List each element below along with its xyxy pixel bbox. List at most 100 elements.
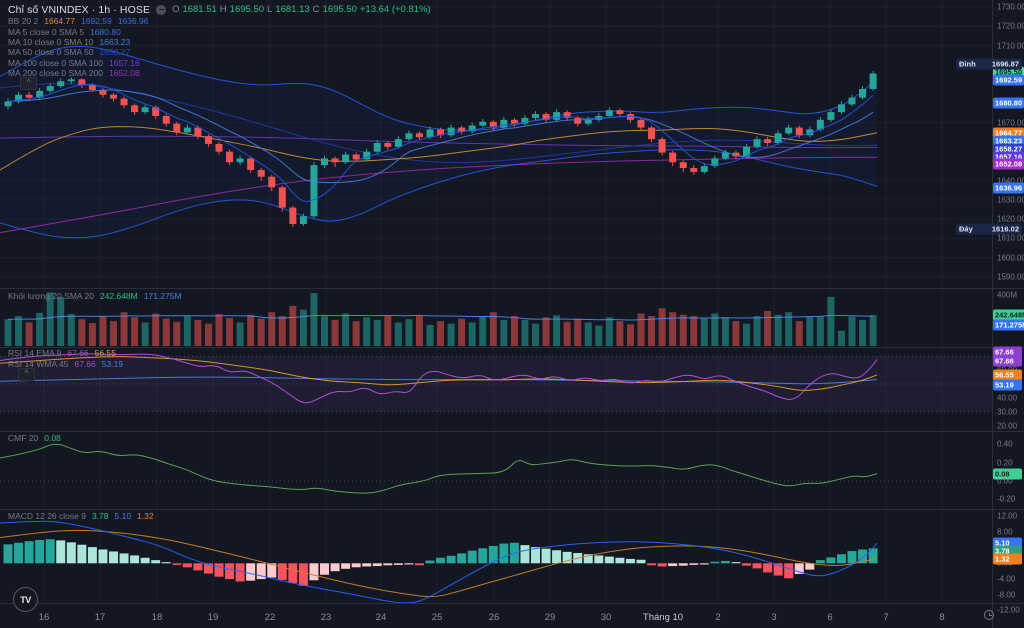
price-tick-label: 20.00: [997, 421, 1018, 430]
macd-legend-row-label: MACD 12 26 close 9: [8, 511, 86, 522]
volume-legend[interactable]: Khối lượng 20 SMA 20 242.648M 171.275M: [8, 291, 182, 301]
indicator-legend-row[interactable]: MA 200 close 0 SMA 200 1652.08: [8, 68, 431, 78]
price-value-label: 1692.59: [993, 74, 1024, 86]
rsi-legend-row-label: RSI 14 WMA 45: [8, 358, 69, 369]
indicator-legend-row-value: 1664.77: [44, 16, 75, 27]
indicator-legend-row-value: 1652.08: [108, 68, 140, 79]
time-label: 29: [544, 612, 556, 623]
indicator-legend-row[interactable]: BB 20 2 1664.77 1692.59 1636.96: [8, 16, 431, 26]
price-tick-label: 1710.00: [997, 41, 1024, 51]
indicator-legend-row-value: 1663.23: [99, 36, 131, 47]
time-label: 19: [207, 612, 219, 623]
macd-legend-row-value: 5.10: [114, 511, 132, 522]
tradingview-logo-icon[interactable]: TV: [13, 587, 38, 612]
ohlc-readout: O 1681.51 H 1695.50 L 1681.13 C 1695.50 +13.…: [172, 4, 431, 15]
pinned-price-label: Đỉnh 1696.87: [956, 58, 1022, 70]
symbol-header: Chỉ số VNINDEX · 1h · HOSE O 1681.51 H 169…: [8, 3, 431, 16]
time-label: 2: [715, 612, 721, 623]
pinned-price-label: Đáy 1616.02: [956, 223, 1022, 235]
time-label: 18: [151, 612, 163, 623]
indicator-legend-row-value: 1636.96: [117, 16, 149, 27]
price-value-label: 0.08: [993, 468, 1022, 480]
price-value-label: 3.78: [993, 545, 1022, 556]
price-tick-label: -8.00: [997, 590, 1016, 600]
grid-lines: [0, 0, 992, 603]
price-tick-label: 8.00: [997, 527, 1013, 537]
macd-legend-row-value: 1.32: [137, 511, 154, 522]
price-tick-label: 1720.00: [997, 21, 1024, 31]
volume-pane[interactable]: [4, 292, 877, 346]
time-label: 7: [883, 612, 889, 623]
macd-pane[interactable]: [0, 520, 878, 604]
clock-icon[interactable]: [984, 610, 994, 620]
price-tick-label: 1590.00: [997, 272, 1024, 282]
price-value-label: 1664.77: [993, 127, 1024, 139]
price-scale[interactable]: 1730.00 1720.00 1710.00 1670.00 1640.00 1630.…: [956, 0, 1024, 628]
indicator-legend-row-value: 1658.27: [99, 47, 131, 58]
rsi-legend-row[interactable]: RSI 14 WMA 45 67.66 53.19: [8, 358, 123, 369]
rsi-legend-row-value: 56.55: [94, 348, 116, 359]
price-tick-label: -4.00: [997, 574, 1016, 584]
close-label: C: [312, 4, 320, 15]
price-value-label: 67.66: [993, 346, 1022, 358]
indicator-legend-row-label: BB 20 2: [8, 16, 39, 27]
indicator-legend-row-label: MA 100 close 0 SMA 100: [8, 57, 103, 68]
low-value: 1681.13: [275, 4, 310, 15]
indicator-legend-row-value: 1692.59: [80, 16, 112, 27]
collapse-rsi-pane-button[interactable]: ^: [18, 368, 35, 381]
price-tick-label: 12.00: [997, 511, 1018, 521]
price-pane[interactable]: [0, 45, 878, 239]
collapse-main-pane-button[interactable]: ^: [20, 77, 37, 90]
rsi-legend-row[interactable]: RSI 14 EMA 9 67.66 56.55: [8, 348, 123, 358]
cmf-legend[interactable]: CMF 20 0.08: [8, 433, 61, 443]
indicator-legend-row-label: MA 200 close 0 SMA 200: [8, 68, 103, 79]
high-label: H: [219, 4, 227, 15]
time-label: 23: [320, 612, 332, 623]
change-value: +13.64 (+0.81%): [359, 4, 431, 15]
price-tick-label: 1640.00: [997, 176, 1024, 186]
close-value: 1695.50: [322, 4, 357, 15]
indicator-legend-row-value: 1680.80: [90, 26, 121, 37]
low-label: L: [267, 4, 273, 15]
indicator-legend-row-label: MA 10 close 0 SMA 10: [8, 36, 94, 47]
indicator-legend-row-value: 1657.16: [108, 57, 140, 68]
cmf-legend-row[interactable]: CMF 20 0.08: [8, 433, 61, 443]
indicator-legend-row[interactable]: MA 5 close 0 SMA 5 1680.80: [8, 26, 431, 37]
tv-logo-text: TV: [20, 594, 31, 605]
price-tick-label: 1630.00: [997, 195, 1024, 205]
indicator-legend-row[interactable]: MA 10 close 0 SMA 10 1663.23: [8, 37, 431, 47]
vol-legend-row-label: Khối lượng 20 SMA 20: [8, 291, 94, 302]
symbol-title[interactable]: Chỉ số VNINDEX · 1h · HOSE: [8, 3, 151, 16]
price-value-label: 1658.27: [993, 143, 1024, 155]
price-tick-label: -12.00: [997, 605, 1020, 614]
price-tick-label: 1600.00: [997, 253, 1024, 263]
time-axis[interactable]: 16 17 18 19 22 23 24 25 26 29 30 Tháng 10 2 3 6 7 8: [0, 604, 992, 628]
time-label: 3: [771, 612, 777, 623]
rsi-legend[interactable]: RSI 14 EMA 9 67.66 56.55 RSI 14 WMA 45 67.66…: [8, 348, 123, 369]
open-label: O: [172, 4, 180, 15]
price-value-label: 1652.08: [993, 158, 1024, 170]
price-tick-label: 1610.00: [997, 233, 1024, 243]
cmf-pane[interactable]: [0, 443, 992, 494]
rsi-pane[interactable]: [0, 353, 992, 413]
indicator-legend: BB 20 2 1664.77 1692.59 1636.96 MA 5 close 0…: [8, 16, 431, 78]
rsi-legend-row-label: RSI 14 EMA 9: [8, 348, 62, 359]
price-value-label: 242.648M: [993, 309, 1024, 321]
price-tick-label: 30.00: [997, 407, 1018, 417]
indicator-legend-row[interactable]: MA 50 close 0 SMA 50 1658.27: [8, 47, 431, 57]
time-label: 26: [488, 612, 500, 623]
minimize-icon[interactable]: [156, 4, 167, 15]
vol-legend-row-value: 242.648M: [99, 291, 138, 302]
cmf-legend-row-value: 0.08: [44, 433, 61, 444]
time-label: 22: [264, 612, 276, 623]
vol-legend-row-value: 171.275M: [143, 291, 182, 302]
vol-legend-row[interactable]: Khối lượng 20 SMA 20 242.648M 171.275M: [8, 291, 182, 301]
time-label: 17: [94, 612, 106, 623]
time-label: 25: [431, 612, 443, 623]
price-tick-label: 0.40: [997, 439, 1013, 449]
price-tick-label: 0.20: [997, 458, 1013, 468]
macd-legend[interactable]: MACD 12 26 close 9 3.78 5.10 1.32: [8, 511, 154, 521]
indicator-legend-row[interactable]: MA 100 close 0 SMA 100 1657.16: [8, 58, 431, 68]
macd-legend-row[interactable]: MACD 12 26 close 9 3.78 5.10 1.32: [8, 511, 154, 521]
